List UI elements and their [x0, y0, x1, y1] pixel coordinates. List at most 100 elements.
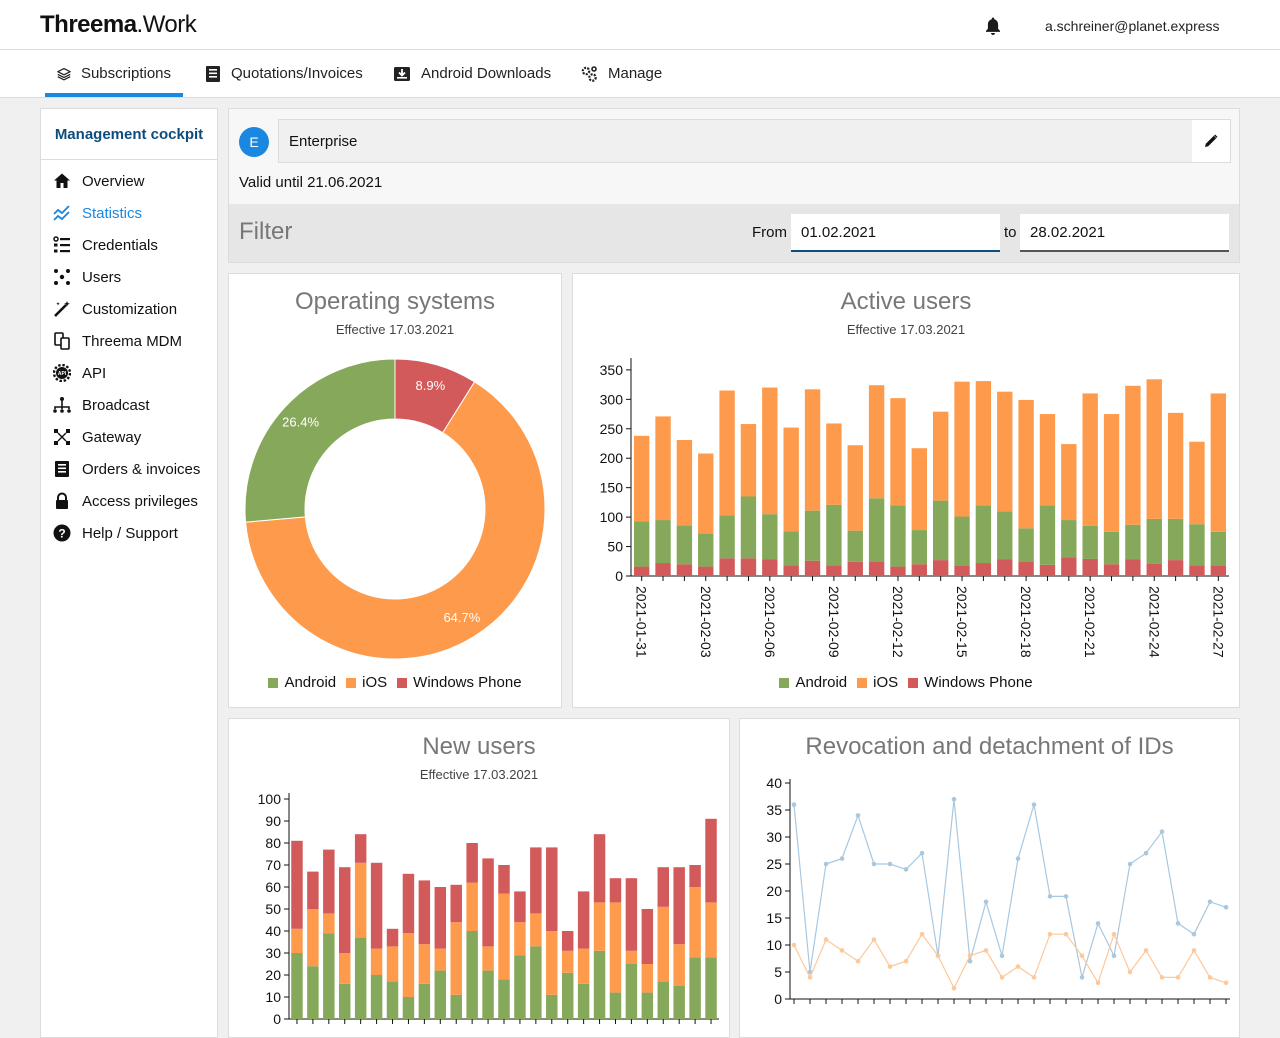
y-tick-label: 0	[273, 1011, 281, 1025]
plan-name: Enterprise	[289, 132, 358, 150]
bar-segment-windows-phone	[530, 847, 542, 914]
data-point	[1047, 894, 1053, 899]
sidebar-item-statistics[interactable]: Statistics	[53, 202, 142, 224]
x-tick-label: 2021-02-15	[954, 586, 970, 658]
series-line-1	[793, 799, 1227, 978]
user-email[interactable]: a.schreiner@planet.express	[1045, 18, 1220, 34]
bar-segment-windows-phone	[307, 871, 319, 909]
bar-segment-ios	[826, 423, 842, 505]
bar-segment-ios	[561, 950, 574, 973]
bar-segment-android	[633, 521, 650, 567]
sidebar-item-orders-invoices[interactable]: Orders & invoices	[53, 458, 200, 480]
legend-item-android[interactable]: Android	[268, 674, 336, 691]
plan-name-field[interactable]: Enterprise	[278, 119, 1231, 163]
legend-item-windows-phone[interactable]: Windows Phone	[397, 674, 522, 691]
bar-segment-android	[890, 505, 906, 567]
bar-segment-windows-phone	[482, 858, 494, 947]
logo-light-text: .Work	[136, 11, 197, 38]
y-tick-label: 5	[774, 964, 782, 980]
data-point	[919, 931, 925, 937]
bar-segment-android	[641, 992, 654, 1019]
bar-segment-android	[689, 957, 701, 1019]
threema-work-logo[interactable]: Threema.Work	[40, 11, 197, 39]
bar-segment-android	[1061, 520, 1077, 558]
sidebar-item-gateway[interactable]: Gateway	[53, 426, 141, 448]
sidebar-item-label: Customization	[82, 300, 178, 318]
tab-quotations-invoices[interactable]: Quotations/Invoices	[205, 50, 363, 97]
sidebar-item-label: Gateway	[82, 428, 142, 446]
bar-segment-windows-phone	[466, 843, 478, 883]
data-point	[967, 953, 973, 959]
data-point	[1223, 980, 1229, 986]
legend-item-ios[interactable]: iOS	[857, 674, 898, 691]
data-point	[1191, 931, 1197, 937]
sidebar-item-label: Users	[82, 268, 122, 286]
tab-android-downloads[interactable]: Android Downloads	[393, 50, 551, 97]
sidebar: Management cockpit Overview Statistics C…	[40, 108, 218, 1038]
legend-item-android[interactable]: Android	[779, 674, 847, 691]
x-tick-label: 2021-02-12	[890, 586, 906, 658]
sidebar-item-broadcast[interactable]: Broadcast	[53, 394, 150, 416]
y-tick-label: 15	[766, 910, 782, 926]
y-tick-label: 100	[258, 791, 282, 807]
bar-segment-android	[402, 997, 415, 1019]
tab-manage[interactable]: Manage	[580, 50, 662, 97]
bar-segment-ios	[911, 448, 928, 531]
bar-segment-ios	[1103, 414, 1120, 532]
y-tick-label: 80	[265, 835, 281, 851]
sidebar-item-customization[interactable]: Customization	[53, 298, 177, 320]
invoice-icon	[55, 461, 69, 477]
data-point	[983, 948, 989, 953]
bar-segment-ios	[1039, 414, 1056, 506]
sidebar-item-threema-mdm[interactable]: Threema MDM	[53, 330, 182, 352]
bar-segment-ios	[783, 427, 799, 532]
legend-item-windows-phone[interactable]: Windows Phone	[908, 674, 1033, 691]
bar-segment-ios	[1082, 393, 1098, 526]
legend-item-ios[interactable]: iOS	[346, 674, 387, 691]
revocation-line-chart: 0 5 10 15 20 25 30 35 40	[766, 775, 1230, 1007]
from-date-input[interactable]: 01.02.2021	[791, 214, 1000, 252]
data-point	[1063, 894, 1069, 899]
bar-segment-ios	[975, 381, 992, 506]
bar-segment-windows-phone	[804, 560, 821, 576]
data-point	[1047, 931, 1053, 937]
devices-icon	[54, 332, 70, 350]
chart-subtitle: Effective 17.03.2021	[419, 767, 539, 782]
data-point	[1207, 975, 1213, 980]
data-point	[807, 975, 813, 980]
sidebar-item-label: API	[82, 364, 107, 382]
document-icon	[206, 65, 220, 82]
y-tick-label: 10	[265, 989, 281, 1005]
legend-label: Android	[795, 674, 848, 691]
bell-icon[interactable]	[983, 16, 1003, 36]
legend-label: Windows Phone	[924, 674, 1033, 691]
y-tick-label: 40	[265, 923, 281, 939]
bar-segment-android	[577, 983, 590, 1019]
sidebar-item-users[interactable]: Users	[53, 266, 121, 288]
y-tick-label: 30	[265, 945, 281, 961]
bar-segment-ios	[673, 944, 685, 986]
to-date-input[interactable]: 28.02.2021	[1020, 214, 1229, 252]
y-tick-label: 20	[766, 883, 782, 899]
bar-segment-ios	[890, 398, 906, 506]
chart-legend: Android iOS Windows Phone	[573, 674, 1239, 691]
bar-segment-ios	[1146, 379, 1162, 519]
data-point	[887, 964, 893, 969]
sidebar-item-label: Broadcast	[82, 396, 150, 414]
data-point	[791, 942, 797, 948]
to-date-value: 28.02.2021	[1030, 223, 1106, 241]
bar-segment-android	[466, 931, 478, 1019]
edit-plan-button[interactable]	[1192, 120, 1230, 162]
from-label: From	[752, 224, 787, 241]
sidebar-item-api[interactable]: API API	[53, 362, 106, 384]
sidebar-item-access-privileges[interactable]: Access privileges	[53, 490, 198, 512]
tab-subscriptions[interactable]: Subscriptions	[45, 50, 183, 97]
bar-segment-android	[498, 979, 510, 1019]
bar-segment-android	[655, 520, 671, 564]
sidebar-item-overview[interactable]: Overview	[53, 170, 145, 192]
bar-segment-ios	[609, 902, 622, 993]
bar-segment-ios	[1167, 412, 1184, 519]
bar-segment-ios	[1210, 393, 1227, 532]
sidebar-item-help-support[interactable]: ? Help / Support	[53, 522, 178, 544]
sidebar-item-credentials[interactable]: Credentials	[53, 234, 158, 256]
